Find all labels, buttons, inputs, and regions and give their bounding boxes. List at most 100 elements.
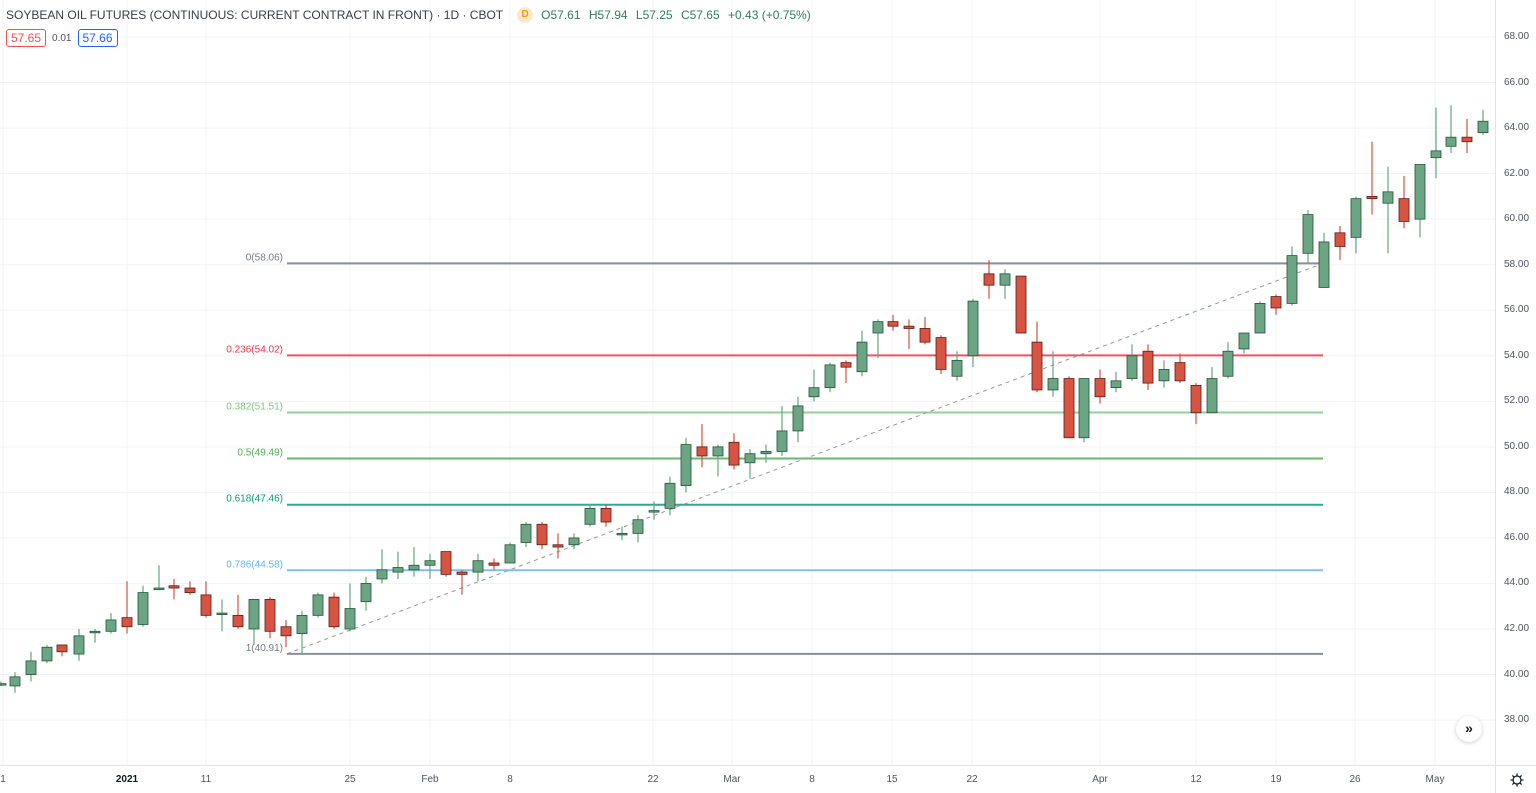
candle[interactable] <box>1461 118 1473 154</box>
candle[interactable] <box>856 330 868 377</box>
candle[interactable] <box>296 610 308 655</box>
candle[interactable] <box>935 335 947 374</box>
candle[interactable] <box>1318 232 1330 288</box>
candle[interactable] <box>1047 351 1059 397</box>
candle[interactable] <box>600 503 612 527</box>
time-axis[interactable]: 1 2021 11 25 Feb 8 22 Mar 8 15 22 Apr 12 19 26 May <box>0 765 1495 793</box>
candle[interactable] <box>1094 369 1106 404</box>
candle[interactable] <box>488 558 500 570</box>
candle[interactable] <box>408 547 420 577</box>
candle[interactable] <box>1206 367 1218 414</box>
candle[interactable] <box>568 533 580 550</box>
candle[interactable] <box>89 629 101 643</box>
candle[interactable] <box>121 581 133 634</box>
candle[interactable] <box>824 362 836 393</box>
candle[interactable] <box>1190 383 1202 425</box>
candle[interactable] <box>472 553 484 582</box>
candle[interactable] <box>504 542 516 564</box>
candle[interactable] <box>584 503 596 527</box>
candle[interactable] <box>440 551 452 577</box>
candle[interactable] <box>1430 107 1442 179</box>
candle[interactable] <box>887 314 899 331</box>
candle[interactable] <box>1350 196 1362 254</box>
candle[interactable] <box>696 424 708 468</box>
candle[interactable] <box>328 592 340 630</box>
candle[interactable] <box>983 260 995 299</box>
candle[interactable] <box>1477 109 1489 135</box>
candle[interactable] <box>456 569 468 595</box>
candle[interactable] <box>808 369 820 402</box>
candle[interactable] <box>360 576 372 611</box>
symbol-title[interactable]: SOYBEAN OIL FUTURES (CONTINUOUS: CURRENT… <box>6 8 504 22</box>
scroll-to-realtime-button[interactable]: » <box>1456 716 1482 742</box>
candle[interactable] <box>56 644 68 657</box>
candle[interactable] <box>232 594 244 630</box>
candle[interactable] <box>1366 141 1378 215</box>
candle[interactable] <box>680 437 692 493</box>
candle[interactable] <box>1414 164 1426 238</box>
buy-price-button[interactable]: 57.66 <box>77 29 118 47</box>
candle[interactable] <box>392 551 404 579</box>
candle[interactable] <box>616 526 628 541</box>
candle[interactable] <box>1126 344 1138 381</box>
candle[interactable] <box>903 319 915 349</box>
candlestick-chart[interactable]: 0(58.06) 0.236(54.02) 0.382(51.51) 0.5(49.4… <box>0 0 1495 765</box>
sell-price-button[interactable]: 57.65 <box>6 29 47 47</box>
candle[interactable] <box>25 651 37 682</box>
candle[interactable] <box>1398 175 1410 229</box>
candle[interactable] <box>216 599 228 632</box>
candle[interactable] <box>200 581 212 618</box>
candle[interactable] <box>168 578 180 600</box>
candle[interactable] <box>1015 275 1027 334</box>
candle[interactable] <box>1286 246 1298 306</box>
candle[interactable] <box>248 599 260 645</box>
candle[interactable] <box>776 405 788 456</box>
candle[interactable] <box>632 515 644 543</box>
candle[interactable] <box>792 396 804 443</box>
candle[interactable] <box>552 533 564 559</box>
candle[interactable] <box>967 298 979 368</box>
candle[interactable] <box>1078 378 1090 443</box>
candle[interactable] <box>1334 225 1346 261</box>
candle[interactable] <box>1222 342 1234 379</box>
candle[interactable] <box>344 583 356 632</box>
candle[interactable] <box>41 644 53 664</box>
candle[interactable] <box>760 444 772 463</box>
candle[interactable] <box>744 449 756 479</box>
fibonacci-retracement[interactable]: 0(58.06) 0.236(54.02) 0.382(51.51) 0.5(49.4… <box>226 252 1324 655</box>
candle[interactable] <box>184 581 196 595</box>
delayed-data-badge[interactable]: D <box>517 7 534 23</box>
candle[interactable] <box>280 619 292 648</box>
candle[interactable] <box>728 433 740 470</box>
fib-trend-line[interactable] <box>286 262 1324 655</box>
chart-area[interactable]: 0(58.06) 0.236(54.02) 0.382(51.51) 0.5(49.4… <box>0 0 1495 765</box>
candle[interactable] <box>664 476 676 516</box>
candle[interactable] <box>520 522 532 548</box>
candle[interactable] <box>1238 332 1250 354</box>
candle[interactable] <box>1270 294 1282 315</box>
candle[interactable] <box>1063 376 1075 439</box>
candle[interactable] <box>648 501 660 520</box>
candle[interactable] <box>1031 321 1043 393</box>
candle[interactable] <box>1254 301 1266 334</box>
candle[interactable] <box>264 597 276 639</box>
candle[interactable] <box>424 553 436 579</box>
candle[interactable] <box>0 681 7 686</box>
candle[interactable] <box>1382 166 1394 254</box>
candle[interactable] <box>999 269 1011 299</box>
candle[interactable] <box>840 360 852 384</box>
candle[interactable] <box>919 317 931 345</box>
candle[interactable] <box>1302 210 1314 263</box>
chart-settings-button[interactable] <box>1495 765 1536 793</box>
candle[interactable] <box>153 565 165 591</box>
candle[interactable] <box>1445 105 1457 154</box>
candle[interactable] <box>712 444 724 477</box>
candle[interactable] <box>1142 344 1154 390</box>
candle[interactable] <box>9 672 21 693</box>
candle[interactable] <box>105 613 117 634</box>
candle[interactable] <box>73 629 85 661</box>
candle[interactable] <box>1110 371 1122 393</box>
candle[interactable] <box>1174 353 1186 384</box>
candle[interactable] <box>951 351 963 381</box>
candle[interactable] <box>1158 360 1170 388</box>
